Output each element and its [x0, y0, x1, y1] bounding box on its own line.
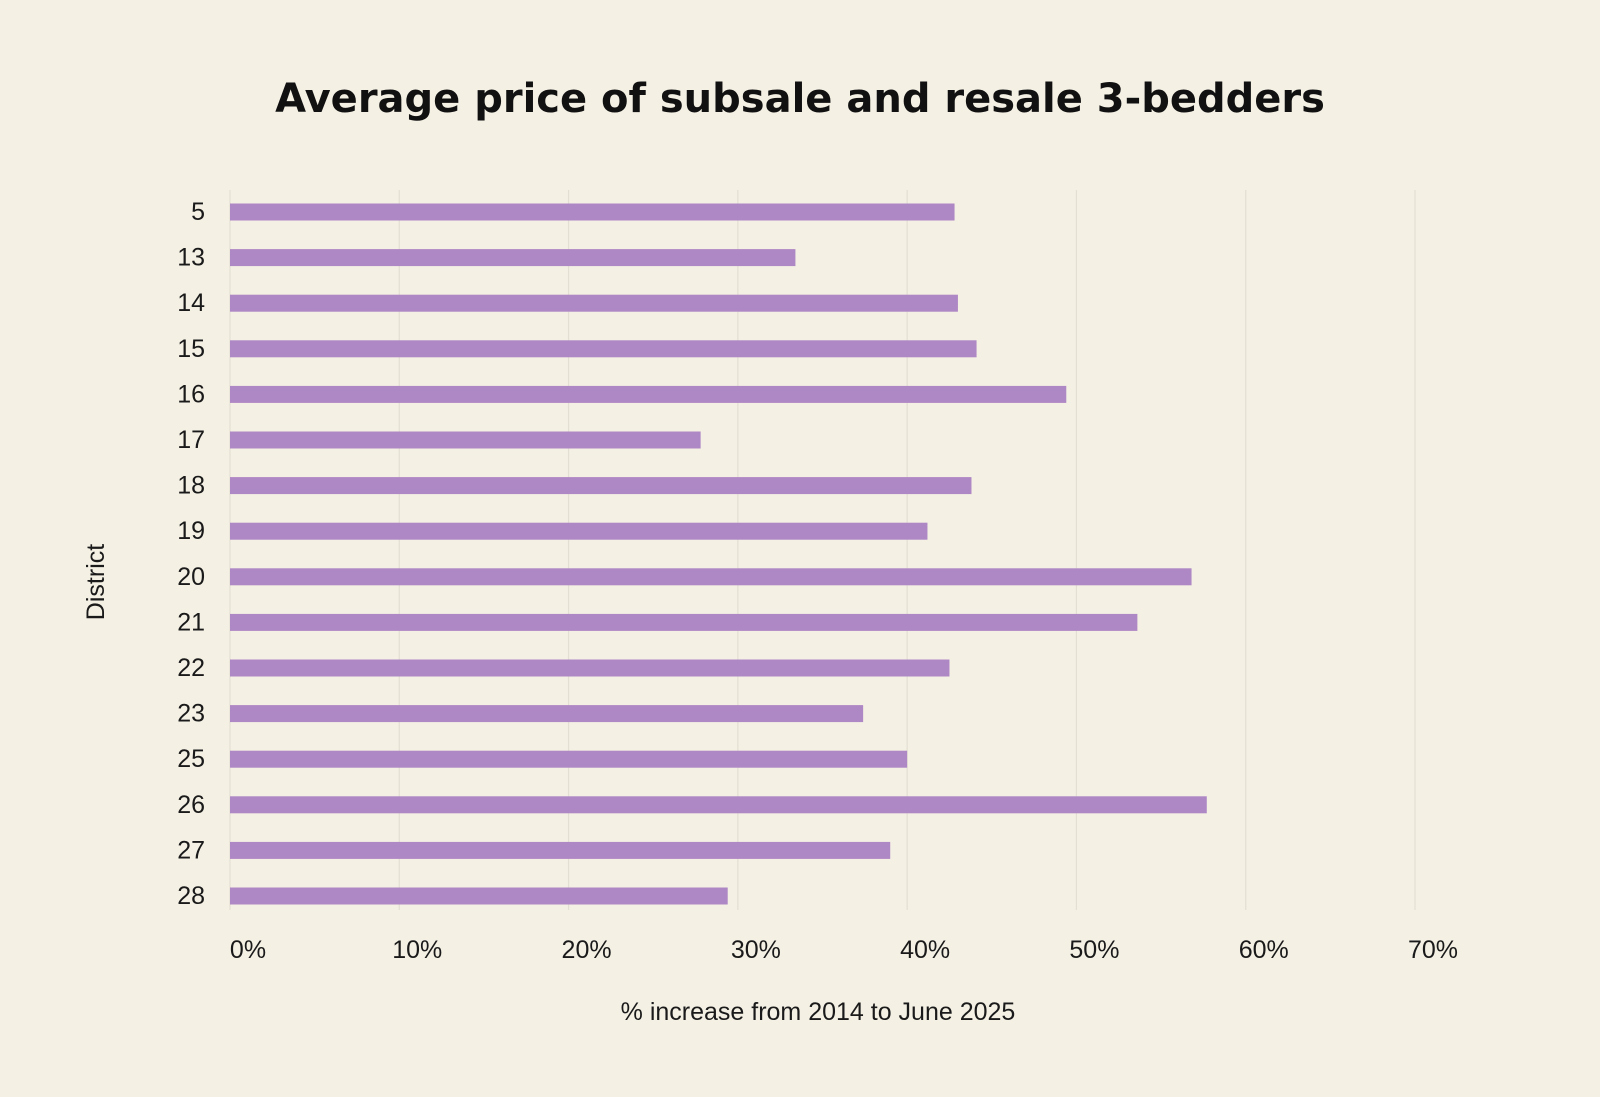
x-axis-tick-labels: 0% 10% 20% 30% 40% 50% 60% 70%	[230, 936, 1458, 964]
x-tick-label: 30%	[731, 936, 781, 964]
y-tick-label: 19	[177, 517, 205, 545]
x-tick-label: 50%	[1069, 936, 1119, 964]
x-tick-label: 10%	[392, 936, 442, 964]
y-axis-tick-labels: 5 13 14 15 16 17 18 19 20 21 22 23 25 26 27 28	[177, 198, 205, 910]
x-tick-label: 40%	[900, 936, 950, 964]
bar-district-14	[230, 294, 958, 312]
bar-district-19	[230, 522, 928, 540]
y-tick-label: 14	[177, 289, 205, 317]
y-axis-title: District	[82, 544, 110, 620]
y-tick-label: 5	[191, 198, 205, 226]
y-tick-label: 20	[177, 563, 205, 591]
x-tick-label: 70%	[1408, 936, 1458, 964]
bar-district-23	[230, 705, 864, 723]
y-tick-label: 13	[177, 244, 205, 272]
bar-district-17	[230, 431, 701, 449]
bar-district-21	[230, 613, 1138, 631]
y-tick-label: 15	[177, 335, 205, 363]
y-tick-label: 25	[177, 745, 205, 773]
y-tick-label: 18	[177, 472, 205, 500]
chart-title: Average price of subsale and resale 3-be…	[275, 76, 1325, 122]
y-tick-label: 22	[177, 654, 205, 682]
y-tick-label: 16	[177, 380, 205, 408]
bar-district-22	[230, 659, 950, 677]
bar-district-16	[230, 385, 1067, 403]
bar-district-20	[230, 568, 1192, 586]
x-axis-title: % increase from 2014 to June 2025	[621, 998, 1016, 1026]
bar-district-13	[230, 249, 796, 267]
y-tick-label: 17	[177, 426, 205, 454]
y-tick-label: 27	[177, 836, 205, 864]
y-tick-label: 26	[177, 791, 205, 819]
bar-district-18	[230, 477, 972, 495]
x-tick-label: 20%	[562, 936, 612, 964]
bar-district-15	[230, 340, 977, 358]
bar-district-27	[230, 841, 891, 859]
y-tick-label: 21	[177, 608, 205, 636]
y-tick-label: 28	[177, 882, 205, 910]
x-tick-label: 0%	[230, 936, 266, 964]
y-tick-label: 23	[177, 700, 205, 728]
bar-district-28	[230, 887, 728, 905]
bar-district-5	[230, 203, 955, 221]
bar-district-25	[230, 750, 908, 768]
bars	[230, 203, 1207, 905]
bar-district-26	[230, 796, 1207, 814]
x-tick-label: 60%	[1239, 936, 1289, 964]
